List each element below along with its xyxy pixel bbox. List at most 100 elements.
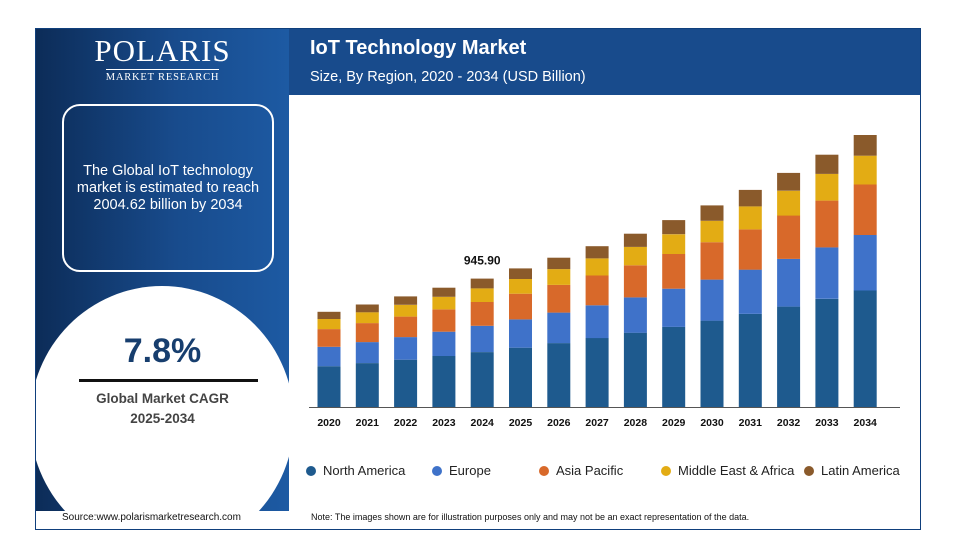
- legend-swatch: [804, 465, 814, 476]
- legend-swatch: [539, 465, 549, 476]
- bar-segment-europe-2022: [394, 337, 418, 360]
- x-tick-label-2026: 2026: [547, 417, 571, 429]
- legend-label: Asia Pacific: [556, 463, 624, 478]
- x-tick-label-2021: 2021: [356, 417, 380, 429]
- legend-label: Middle East & Africa: [678, 463, 795, 478]
- bar-segment-north-america-2030: [700, 320, 724, 407]
- legend-swatch: [661, 465, 671, 476]
- bar-segment-europe-2031: [738, 269, 762, 314]
- bar-segment-middle-east-africa-2022: [394, 304, 418, 317]
- bar-segment-asia-pacific-2030: [700, 242, 724, 280]
- bar-segment-asia-pacific-2027: [585, 275, 609, 306]
- bar-segment-north-america-2026: [547, 343, 571, 407]
- bar-segment-north-america-2022: [394, 359, 418, 407]
- legend-item-north-america: North America: [306, 463, 405, 478]
- bar-segment-north-america-2029: [662, 326, 686, 407]
- x-tick-label-2022: 2022: [394, 417, 418, 429]
- disclaimer-note: Note: The images shown are for illustrat…: [311, 512, 750, 522]
- bar-segment-middle-east-africa-2032: [777, 190, 801, 216]
- legend-item-asia-pacific: Asia Pacific: [539, 463, 623, 478]
- x-tick-label-2034: 2034: [854, 417, 878, 429]
- legend-swatch: [432, 465, 442, 476]
- market-description-box: The Global IoT technology market is esti…: [62, 104, 274, 272]
- bar-segment-middle-east-africa-2029: [662, 234, 686, 254]
- bar-segment-latin-america-2029: [662, 220, 686, 235]
- bar-segment-latin-america-2033: [815, 154, 839, 174]
- bar-segment-north-america-2027: [585, 338, 609, 407]
- bar-segment-middle-east-africa-2025: [509, 279, 532, 294]
- bar-segment-latin-america-2023: [432, 287, 456, 297]
- x-tick-label-2025: 2025: [509, 417, 533, 429]
- bar-segment-asia-pacific-2026: [547, 284, 571, 313]
- bar-segment-europe-2024: [470, 325, 494, 352]
- bar-segment-europe-2020: [317, 346, 341, 367]
- bar-segment-asia-pacific-2031: [738, 229, 762, 270]
- bar-segment-latin-america-2020: [317, 311, 341, 319]
- bar-segment-asia-pacific-2025: [509, 293, 532, 320]
- bar-segment-europe-2032: [777, 258, 801, 307]
- chart-title: IoT Technology Market: [310, 37, 527, 59]
- infographic-frame: POLARIS MARKET RESEARCH The Global IoT t…: [35, 28, 921, 530]
- bar-segment-asia-pacific-2024: [470, 302, 494, 326]
- cagr-label-line1: Global Market CAGR: [96, 391, 229, 406]
- market-description-text: The Global IoT technology market is esti…: [76, 162, 260, 213]
- bar-segment-asia-pacific-2020: [317, 329, 341, 347]
- bar-segment-north-america-2025: [509, 347, 532, 407]
- bar-segment-middle-east-africa-2030: [700, 220, 724, 243]
- bar-segment-asia-pacific-2028: [623, 265, 647, 298]
- bar-segment-middle-east-africa-2026: [547, 269, 571, 285]
- bar-segment-europe-2025: [509, 319, 532, 348]
- footer-bar: Source:www.polarismarketresearch.com Not…: [36, 511, 920, 529]
- x-tick-label-2033: 2033: [815, 417, 839, 429]
- cagr-value: 7.8%: [123, 332, 202, 370]
- bar-segment-asia-pacific-2023: [432, 309, 456, 332]
- logo-name: POLARIS: [94, 33, 231, 68]
- legend-label: North America: [323, 463, 406, 478]
- bar-segment-europe-2027: [585, 305, 609, 339]
- x-tick-label-2023: 2023: [432, 417, 456, 429]
- bar-segment-middle-east-africa-2028: [623, 246, 647, 266]
- bar-segment-latin-america-2032: [777, 172, 801, 191]
- bar-segment-latin-america-2034: [853, 135, 877, 156]
- bar-segment-europe-2034: [853, 235, 877, 291]
- legend-item-europe: Europe: [432, 463, 491, 478]
- bar-segment-asia-pacific-2032: [777, 215, 801, 259]
- data-label-2024: 945.90: [464, 254, 501, 268]
- bar-segment-latin-america-2027: [585, 246, 609, 259]
- x-tick-label-2029: 2029: [662, 417, 686, 429]
- bar-segment-latin-america-2022: [394, 296, 418, 305]
- source-text: Source:www.polarismarketresearch.com: [62, 512, 241, 523]
- x-tick-label-2032: 2032: [777, 417, 801, 429]
- bar-segment-europe-2028: [623, 297, 647, 333]
- bar-segment-north-america-2028: [623, 332, 647, 407]
- x-tick-label-2030: 2030: [700, 417, 724, 429]
- bar-segment-middle-east-africa-2031: [738, 206, 762, 230]
- legend-item-middle-east-africa: Middle East & Africa: [661, 463, 794, 478]
- bar-segment-europe-2033: [815, 247, 839, 299]
- legend-swatch: [306, 465, 316, 476]
- bar-segment-latin-america-2021: [355, 304, 379, 313]
- chart-header: IoT Technology Market Size, By Region, 2…: [289, 29, 920, 95]
- bar-segment-north-america-2034: [853, 290, 877, 407]
- bar-segment-north-america-2032: [777, 306, 801, 407]
- bar-segment-asia-pacific-2022: [394, 316, 418, 338]
- chart-legend: North America Europe Asia Pacific Middle Ea…: [306, 463, 906, 483]
- x-tick-label-2020: 2020: [317, 417, 341, 429]
- cagr-divider: [79, 379, 258, 382]
- bar-segment-latin-america-2025: [509, 268, 532, 279]
- bar-segment-latin-america-2024: [470, 278, 494, 289]
- logo-subtitle: MARKET RESEARCH: [105, 69, 220, 85]
- bar-segment-asia-pacific-2034: [853, 184, 877, 235]
- bar-segment-latin-america-2031: [738, 189, 762, 207]
- x-tick-label-2031: 2031: [739, 417, 763, 429]
- bar-segment-europe-2029: [662, 288, 686, 327]
- legend-label: Europe: [449, 463, 491, 478]
- x-tick-label-2027: 2027: [585, 417, 609, 429]
- bar-segment-latin-america-2028: [623, 233, 647, 247]
- x-tick-label-2028: 2028: [624, 417, 648, 429]
- left-panel: POLARIS MARKET RESEARCH The Global IoT t…: [36, 29, 289, 511]
- bar-segment-north-america-2020: [317, 366, 341, 407]
- bar-segment-middle-east-africa-2021: [355, 312, 379, 324]
- bar-segment-middle-east-africa-2034: [853, 155, 877, 185]
- bar-segment-middle-east-africa-2020: [317, 319, 341, 330]
